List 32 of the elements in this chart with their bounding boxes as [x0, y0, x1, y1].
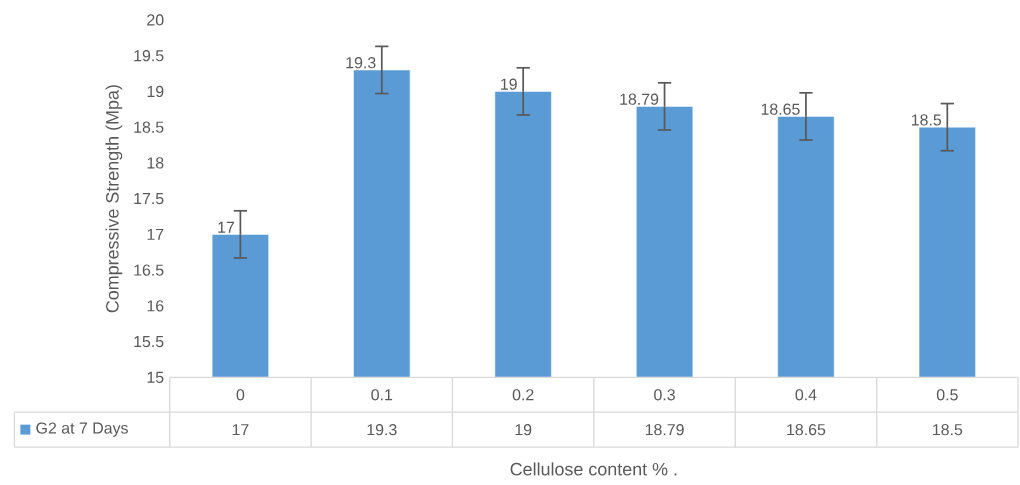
annotation: 19.3 — [346, 57, 376, 69]
y-axis-title: Compressive Strength (Mpa) — [105, 85, 123, 313]
x-tick-label: 0 — [236, 389, 245, 401]
annotation: 17 — [218, 221, 235, 233]
y-tick-label: 20 — [147, 14, 164, 26]
data-label: 18.65 — [787, 424, 826, 436]
legend-label: G2 at 7 Days — [36, 422, 128, 437]
data-label: 18.5 — [933, 424, 963, 436]
y-tick-label: 18.5 — [134, 121, 164, 133]
y-tick-label: 17 — [147, 228, 164, 240]
annotation: 19 — [501, 78, 517, 90]
x-tick-label: 0.2 — [512, 389, 534, 401]
y-tick-label: 19 — [147, 85, 164, 98]
y-tick-label: 16 — [147, 300, 164, 312]
y-tick-label: 18 — [147, 157, 164, 169]
data-label: 19 — [515, 424, 532, 436]
y-tick-label: 15.5 — [134, 336, 164, 348]
x-tick-label: 0.1 — [371, 389, 393, 401]
annotation: 18.65 — [761, 103, 800, 115]
x-tick-label: 0.5 — [936, 389, 958, 401]
data-label: 19.3 — [367, 424, 397, 436]
x-tick-label: 0.3 — [654, 389, 675, 401]
data-label: 18.79 — [645, 424, 684, 436]
y-tick-label: 17.5 — [134, 193, 164, 205]
y-tick-label: 16.5 — [134, 264, 164, 276]
x-axis-title: Cellulose content % . — [510, 462, 677, 476]
x-tick-label: 0.4 — [795, 389, 817, 401]
data-label: 17 — [232, 424, 249, 436]
annotation: 18.79 — [620, 93, 659, 105]
y-tick-label: 19.5 — [134, 50, 164, 62]
annotation: 18.5 — [911, 114, 942, 126]
y-tick-label: 15 — [147, 371, 164, 383]
